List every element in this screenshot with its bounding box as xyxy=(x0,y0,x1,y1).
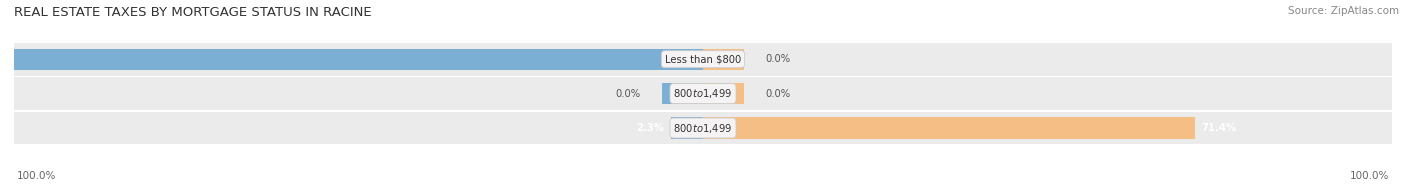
Text: Less than $800: Less than $800 xyxy=(665,54,741,64)
Text: Source: ZipAtlas.com: Source: ZipAtlas.com xyxy=(1288,6,1399,16)
Text: REAL ESTATE TAXES BY MORTGAGE STATUS IN RACINE: REAL ESTATE TAXES BY MORTGAGE STATUS IN … xyxy=(14,6,371,19)
Text: $800 to $1,499: $800 to $1,499 xyxy=(673,121,733,135)
Bar xyxy=(14,112,1392,144)
Text: 0.0%: 0.0% xyxy=(616,89,641,99)
Bar xyxy=(662,83,703,104)
Text: 100.0%: 100.0% xyxy=(1350,171,1389,181)
Bar xyxy=(14,77,1392,110)
Text: 0.0%: 0.0% xyxy=(765,54,790,64)
Bar xyxy=(14,43,1392,75)
Bar xyxy=(671,117,703,139)
Bar xyxy=(0,49,703,70)
Bar xyxy=(703,49,744,70)
Text: 71.4%: 71.4% xyxy=(1202,123,1237,133)
Text: 2.3%: 2.3% xyxy=(637,123,665,133)
Bar xyxy=(703,83,744,104)
Text: 100.0%: 100.0% xyxy=(17,171,56,181)
Text: 0.0%: 0.0% xyxy=(765,89,790,99)
Bar xyxy=(703,117,1195,139)
Text: $800 to $1,499: $800 to $1,499 xyxy=(673,87,733,100)
